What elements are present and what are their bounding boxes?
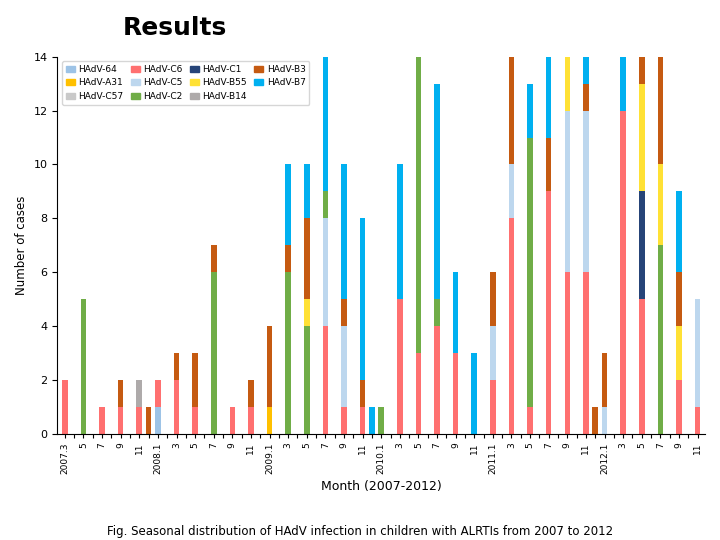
Bar (323, 57, 328, 191)
Bar (695, 407, 701, 434)
Bar (676, 191, 682, 272)
Bar (639, 84, 644, 191)
Bar (62, 380, 68, 434)
Bar (564, 0, 570, 111)
X-axis label: Month (2007-2012): Month (2007-2012) (321, 480, 441, 492)
Bar (285, 165, 291, 245)
Bar (676, 380, 682, 434)
Bar (602, 353, 607, 407)
Bar (639, 191, 644, 299)
Text: Fig. Seasonal distribution of HAdV infection in children with ALRTIs from 2007 t: Fig. Seasonal distribution of HAdV infec… (107, 524, 613, 538)
Bar (341, 165, 347, 299)
Legend: HAdV-64, HAdV-A31, HAdV-C57, HAdV-C6, HAdV-C5, HAdV-C2, HAdV-C1, HAdV-B55, HAdV-: HAdV-64, HAdV-A31, HAdV-C57, HAdV-C6, HA… (62, 62, 310, 105)
Bar (341, 326, 347, 407)
Bar (657, 57, 663, 165)
Bar (360, 218, 365, 380)
Bar (341, 407, 347, 434)
Bar (99, 407, 105, 434)
Bar (397, 299, 402, 434)
Bar (453, 272, 459, 353)
Bar (304, 326, 310, 434)
Bar (546, 138, 552, 191)
Bar (415, 0, 421, 30)
Bar (546, 191, 552, 434)
Bar (266, 407, 272, 434)
Bar (174, 380, 179, 434)
Bar (285, 272, 291, 434)
Bar (304, 218, 310, 299)
Text: Results: Results (122, 16, 227, 40)
Bar (434, 84, 440, 299)
Bar (304, 299, 310, 326)
Bar (137, 380, 142, 407)
Bar (137, 407, 142, 434)
Bar (304, 165, 310, 218)
Bar (118, 407, 123, 434)
Bar (583, 0, 589, 84)
Bar (676, 272, 682, 326)
Bar (621, 0, 626, 111)
Bar (546, 0, 552, 138)
Bar (695, 299, 701, 407)
Bar (657, 0, 663, 57)
Bar (621, 111, 626, 434)
Bar (639, 0, 644, 84)
Bar (323, 218, 328, 326)
Bar (341, 299, 347, 326)
Bar (527, 84, 533, 138)
Bar (379, 407, 384, 434)
Bar (145, 407, 151, 434)
Bar (583, 272, 589, 434)
Bar (266, 326, 272, 407)
Bar (360, 407, 365, 434)
Bar (415, 30, 421, 353)
Bar (434, 299, 440, 326)
Bar (472, 353, 477, 434)
Bar (508, 165, 514, 218)
Y-axis label: Number of cases: Number of cases (15, 195, 28, 295)
Bar (676, 326, 682, 380)
Bar (508, 218, 514, 434)
Bar (369, 407, 374, 434)
Bar (192, 407, 198, 434)
Bar (508, 0, 514, 57)
Bar (490, 380, 495, 434)
Bar (118, 380, 123, 407)
Bar (527, 407, 533, 434)
Bar (211, 272, 217, 434)
Bar (453, 353, 459, 434)
Bar (230, 407, 235, 434)
Bar (490, 326, 495, 380)
Bar (564, 111, 570, 272)
Bar (564, 272, 570, 434)
Bar (211, 245, 217, 272)
Bar (174, 353, 179, 380)
Bar (490, 272, 495, 326)
Bar (593, 407, 598, 434)
Bar (415, 353, 421, 434)
Bar (508, 57, 514, 165)
Bar (397, 165, 402, 299)
Bar (434, 326, 440, 434)
Bar (81, 299, 86, 434)
Bar (360, 380, 365, 407)
Bar (155, 407, 161, 434)
Bar (657, 245, 663, 434)
Bar (602, 407, 607, 434)
Bar (323, 326, 328, 434)
Bar (639, 299, 644, 434)
Bar (583, 111, 589, 272)
Bar (248, 407, 253, 434)
Bar (583, 84, 589, 111)
Bar (527, 138, 533, 407)
Bar (285, 245, 291, 272)
Bar (155, 380, 161, 407)
Bar (657, 165, 663, 245)
Bar (323, 191, 328, 218)
Bar (192, 353, 198, 407)
Bar (248, 380, 253, 407)
